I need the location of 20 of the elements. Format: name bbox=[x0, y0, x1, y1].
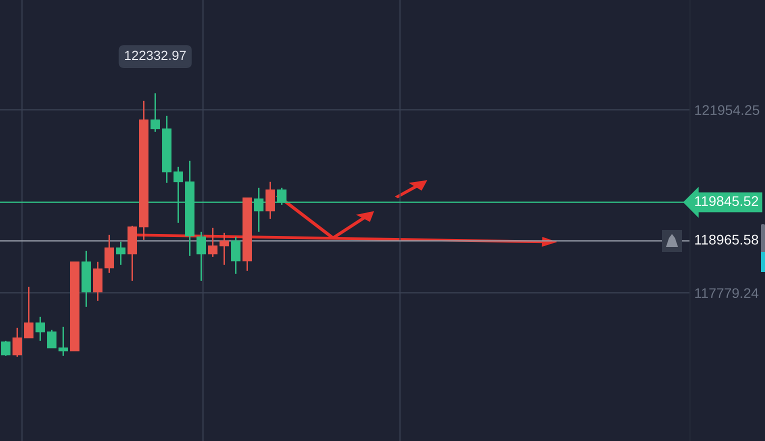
candlestick bbox=[24, 286, 34, 339]
candlestick bbox=[116, 241, 126, 266]
ref-line-label: 119845.52 bbox=[695, 196, 758, 206]
annotation: 122332.97 bbox=[125, 50, 186, 60]
ref-line-label: 118965.58 bbox=[695, 234, 758, 245]
candlestick bbox=[104, 234, 114, 274]
candlestick bbox=[220, 232, 229, 266]
candlestick bbox=[196, 231, 206, 282]
candlestick bbox=[12, 327, 22, 358]
candlestick bbox=[36, 316, 45, 342]
candlestick bbox=[150, 92, 160, 133]
candlestick bbox=[208, 227, 218, 258]
candlestick bbox=[58, 326, 68, 357]
candlestick bbox=[93, 261, 102, 302]
y-tick-label: 117779.24 bbox=[695, 288, 758, 298]
candlestick bbox=[266, 181, 275, 220]
candlestick bbox=[1, 340, 10, 357]
y-tick-label: 121954.25 bbox=[695, 105, 760, 116]
candlestick bbox=[47, 329, 56, 349]
candlestick bbox=[231, 236, 240, 275]
